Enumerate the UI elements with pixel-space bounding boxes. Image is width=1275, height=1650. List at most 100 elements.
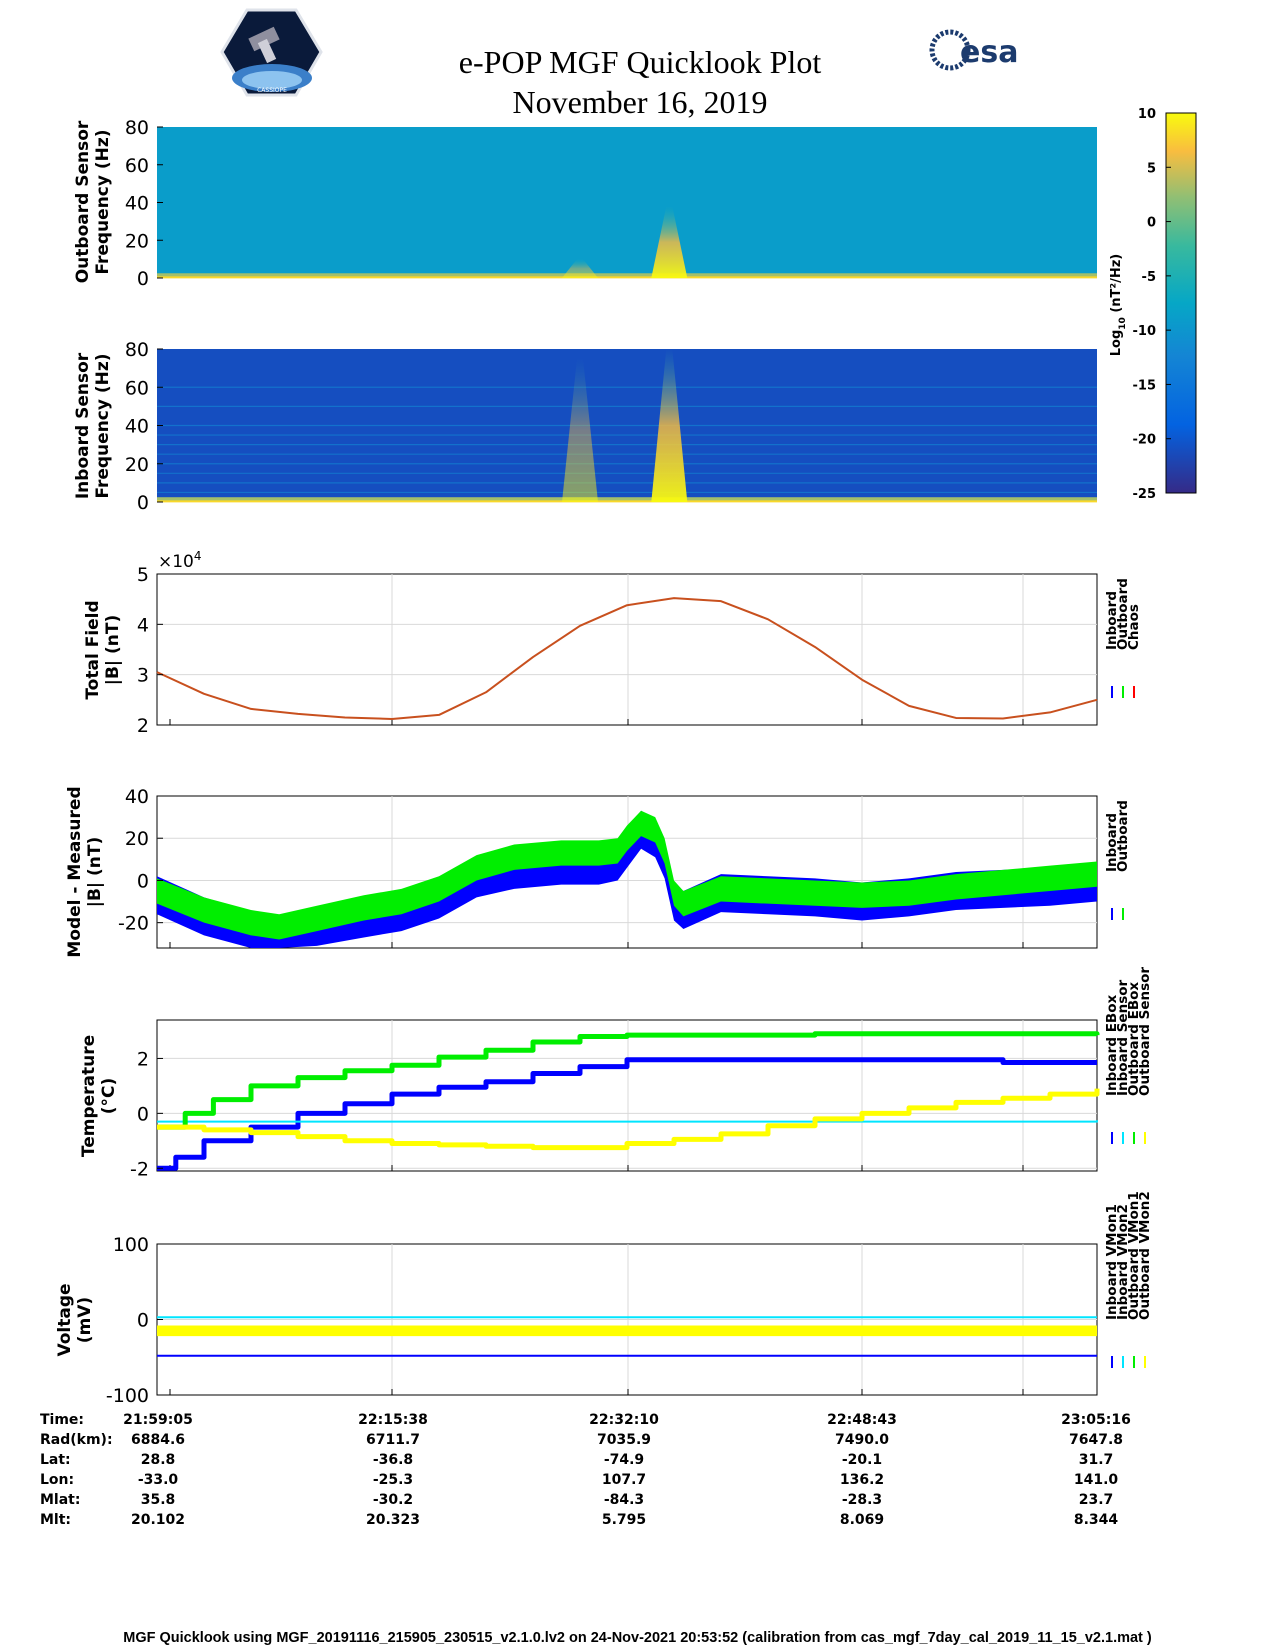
legend-label: Outboard VMon2 <box>1137 1191 1153 1320</box>
temperature-line <box>157 1088 1100 1151</box>
burst-event <box>651 349 688 502</box>
y-tick-label: 20 <box>125 230 149 252</box>
colorbar-label: Log10 (nT²/Hz) <box>1109 254 1128 356</box>
y-tick-label: -100 <box>106 1385 149 1407</box>
colorbar-tick-label: 10 <box>1138 107 1156 122</box>
ephemeris-row-label: Mlt: <box>40 1512 71 1528</box>
colorbar-tick-label: -20 <box>1133 433 1157 448</box>
ephemeris-cell-mlat: 35.8 <box>141 1492 176 1508</box>
y-tick-label: 0 <box>137 268 149 290</box>
ephemeris-cell-rad: 6884.6 <box>131 1432 185 1448</box>
colorbar-tick-label: -10 <box>1133 324 1157 339</box>
ephemeris-cell-mlt: 8.344 <box>1074 1512 1119 1528</box>
legend-label: Outboard <box>1115 800 1131 872</box>
y-tick-label: 80 <box>125 339 149 361</box>
y-tick-label: 0 <box>137 1103 149 1125</box>
y-tick-label: 4 <box>137 614 149 636</box>
temperature-lines <box>157 1031 1100 1171</box>
ephemeris-cell-time: 22:32:10 <box>589 1412 659 1428</box>
total-field-lines <box>156 597 1098 720</box>
outboard-ylabel-line1: Outboard Sensor <box>73 120 93 283</box>
ephemeris-cell-mlt: 5.795 <box>602 1512 646 1528</box>
y-tick-label: 0 <box>137 870 149 892</box>
ephemeris-row-label: Time: <box>40 1412 84 1428</box>
ephemeris-cell-rad: 6711.7 <box>366 1432 420 1448</box>
ephemeris-cell-time: 21:59:05 <box>123 1412 193 1428</box>
legend-label: Inboard Sensor <box>1115 979 1131 1096</box>
esa-logo-text: esa <box>960 35 1018 70</box>
ephemeris-cell-mlat: -30.2 <box>373 1492 413 1508</box>
ephemeris-table: Time: Rad(km): Lat: Lon: Mlat: Mlt: 21:59:05 6… <box>40 1412 1131 1528</box>
inboard-ylabel-line1: Inboard Sensor <box>73 352 93 499</box>
model-measured-ylabel-line2: |B| (nT) <box>85 837 105 908</box>
voltage-yticks: -100 0 100 <box>106 1234 163 1407</box>
burst-event <box>562 259 598 278</box>
model-measured-panel: -20 0 20 40 Model - Measured |B| (nT) Inboa… <box>65 786 1131 958</box>
ephemeris-cell-lat: -74.9 <box>604 1452 644 1468</box>
legend-label: Outboard <box>1115 578 1131 650</box>
inboard-spectrogram-yticks: 0 20 40 60 80 <box>125 339 163 514</box>
ephemeris-cell-lon: 136.2 <box>840 1472 884 1488</box>
residual-band-outboard <box>157 810 1097 940</box>
footer-caption: MGF Quicklook using MGF_20191116_215905_… <box>123 1630 1152 1646</box>
legend-label: Chaos <box>1126 604 1142 650</box>
legend-label: Outboard Sensor <box>1137 967 1153 1096</box>
ephemeris-cell-time: 23:05:16 <box>1061 1412 1131 1428</box>
ephemeris-cell-rad: 7647.8 <box>1069 1432 1123 1448</box>
ephemeris-row-label: Lat: <box>40 1452 71 1468</box>
legend-label: Outboard EBox <box>1126 982 1142 1096</box>
temperature-line <box>157 1120 1098 1123</box>
ephemeris-cell-mlt: 20.102 <box>131 1512 185 1528</box>
legend-label: Inboard EBox <box>1104 995 1120 1096</box>
colorbar-ticks: 10 5 0 -5 -10 -15 -20 -25 <box>1133 107 1171 502</box>
y-tick-label: 0 <box>137 492 149 514</box>
y-tick-label: 20 <box>125 828 149 850</box>
page-title: e-POP MGF Quicklook Plot <box>458 44 822 80</box>
y-tick-label: 3 <box>137 665 149 687</box>
legend-label: Inboard VMon1 <box>1104 1204 1120 1320</box>
ephemeris-cell-lat: -36.8 <box>373 1452 413 1468</box>
ephemeris-cell-mlat: -84.3 <box>604 1492 644 1508</box>
model-measured-yticks: -20 0 20 40 <box>118 786 163 935</box>
legend-label: Inboard <box>1104 591 1120 650</box>
temperature-ylabel-line2: (°C) <box>99 1078 119 1115</box>
temperature-line <box>157 1057 1097 1171</box>
cassiope-logo-text: CASSIOPE <box>257 87 287 94</box>
total-field-ylabel-line1: Total Field <box>83 600 103 699</box>
ephemeris-cell-lon: 141.0 <box>1074 1472 1119 1488</box>
ephemeris-cell-lon: -33.0 <box>138 1472 179 1488</box>
colorbar: 10 5 0 -5 -10 -15 -20 -25 Log10 (nT²/Hz) <box>1109 107 1197 502</box>
ephemeris-cell-lat: 31.7 <box>1079 1452 1114 1468</box>
outboard-spectrogram-features <box>157 206 1097 279</box>
inboard-spectrogram-panel: 0 20 40 60 80 Inboard Sensor Frequency (Hz) <box>73 339 1097 514</box>
page-date: November 16, 2019 <box>512 84 768 120</box>
outboard-spectrogram-panel: 0 20 40 60 80 Outboard Sensor Frequency (Hz) <box>73 117 1097 290</box>
y-tick-label: 100 <box>113 1234 149 1256</box>
colorbar-tick-label: -25 <box>1133 487 1157 502</box>
legend-label: Inboard <box>1104 813 1120 872</box>
outboard-spectrogram-background <box>157 127 1097 278</box>
ephemeris-cell-mlt: 20.323 <box>366 1512 420 1528</box>
inboard-ylabel-line2: Frequency (Hz) <box>93 353 113 498</box>
model-measured-ylabel-line1: Model - Measured <box>65 786 85 957</box>
temperature-line <box>157 1031 1100 1130</box>
temperature-ylabel-line1: Temperature <box>79 1035 99 1157</box>
burst-event <box>651 206 688 278</box>
outboard-spectrogram-yticks: 0 20 40 60 80 <box>125 117 163 290</box>
colorbar-tick-label: -15 <box>1133 378 1157 393</box>
ephemeris-row-label: Rad(km): <box>40 1432 113 1448</box>
ephemeris-cell-mlat: 23.7 <box>1079 1492 1114 1508</box>
voltage-band <box>157 1325 1097 1337</box>
ephemeris-cell-mlat: -28.3 <box>842 1492 882 1508</box>
colorbar-tick-label: 5 <box>1147 161 1156 176</box>
y-tick-label: 60 <box>125 377 149 399</box>
voltage-ylabel-line2: (mV) <box>75 1297 95 1343</box>
y-tick-label: 80 <box>125 117 149 139</box>
voltage-ylabel-line1: Voltage <box>55 1283 75 1356</box>
total-field-grid <box>157 574 1097 725</box>
total-field-ylabel-line2: |B| (nT) <box>103 615 123 686</box>
ephemeris-cell-lon: -25.3 <box>373 1472 413 1488</box>
